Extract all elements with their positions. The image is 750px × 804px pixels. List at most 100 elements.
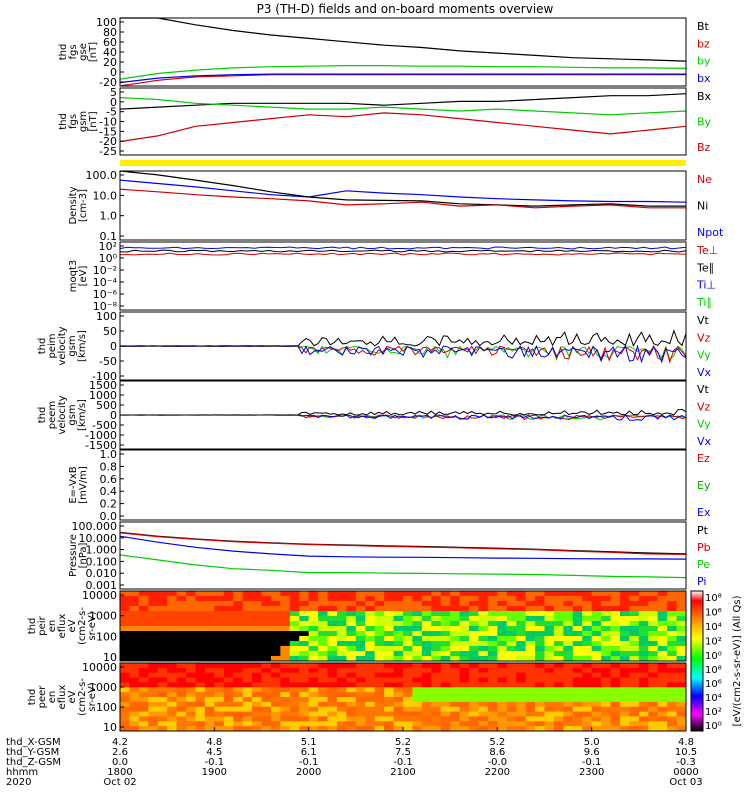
spectrogram-cell — [261, 646, 272, 652]
spectrogram-cell — [233, 611, 244, 617]
spectrogram-cell — [657, 591, 668, 597]
spectrogram-cell — [365, 621, 376, 627]
spectrogram-cell — [657, 626, 668, 632]
spectrogram-cell — [138, 646, 149, 652]
spectrogram-cell — [601, 621, 612, 627]
spectrogram-cell — [223, 677, 234, 683]
spectrogram-cell — [591, 626, 602, 632]
spectrogram-cell — [289, 687, 300, 693]
spectrogram-cell — [214, 682, 225, 688]
spectrogram-cell — [393, 682, 404, 688]
spectrogram-cell — [610, 721, 621, 727]
spectrogram-cell — [516, 641, 527, 647]
velocity-trace — [120, 408, 687, 416]
y-tick-label: 10000 — [82, 589, 117, 602]
spectrogram-cell — [450, 663, 461, 669]
spectrogram-cell — [563, 677, 574, 683]
spectrogram-cell — [535, 711, 545, 717]
series-line-ni — [119, 170, 686, 207]
spectrogram-cell — [497, 636, 508, 642]
spectrogram-cell — [167, 591, 178, 597]
spectrogram-cell — [667, 596, 678, 602]
spectrogram-cell — [393, 616, 404, 622]
spectrogram-cell — [610, 716, 621, 722]
y-tick-label: 5 — [110, 86, 117, 99]
spectrogram-cell — [516, 606, 527, 612]
spectrogram-cell — [629, 663, 640, 669]
spectrogram-cell — [355, 631, 366, 637]
spectrogram-cell — [601, 716, 612, 722]
spectrogram-cell — [129, 606, 140, 612]
spectrogram-cell — [393, 626, 404, 632]
spectrogram-cell — [270, 616, 281, 622]
spectrogram-cell — [619, 636, 630, 642]
y-tick-label: 10 — [103, 721, 117, 734]
spectrogram-cell — [667, 611, 678, 617]
spectrogram-cell — [289, 606, 300, 612]
spectrogram-cell — [440, 601, 451, 607]
spectrogram-cell — [336, 596, 347, 602]
spectrogram-cell — [365, 706, 376, 713]
spectrogram-cell — [346, 631, 357, 637]
legend-ex: Ex — [697, 506, 711, 519]
spectrogram-cell — [355, 706, 366, 713]
spectrogram-cell — [195, 646, 206, 652]
spectrogram-cell — [299, 651, 310, 657]
spectrogram-cell — [186, 626, 196, 632]
spectrogram-cell — [459, 611, 470, 617]
spectrogram-cell — [223, 641, 234, 647]
spectrogram-cell — [336, 726, 347, 732]
spectrogram-cell — [469, 726, 479, 732]
spectrogram-cell — [469, 601, 479, 607]
spectrogram-cell — [648, 716, 659, 722]
y-tick-label: 40 — [103, 46, 117, 59]
y-axis-label: thd peem velocity gsm [km/s] — [37, 395, 88, 434]
spectrogram-cell — [487, 711, 498, 717]
spectrogram-cell — [638, 687, 649, 693]
spectrogram-cell — [214, 646, 225, 652]
spectrogram-cell — [299, 656, 310, 662]
legend-ni: Ni — [697, 200, 708, 213]
spectrogram-cell — [487, 687, 498, 693]
legend-bt: Bt — [697, 20, 710, 33]
spectrogram-cell — [176, 606, 187, 612]
spectrogram-cell — [308, 616, 319, 622]
spectrogram-cell — [138, 721, 149, 727]
spectrogram-cell — [421, 601, 432, 607]
spectrogram-cell — [431, 672, 442, 679]
spectrogram-cell — [384, 682, 395, 688]
spectrogram-cell — [629, 631, 640, 637]
spectrogram-cell — [403, 663, 413, 669]
legend-by: By — [697, 116, 712, 129]
spectrogram-cell — [270, 631, 281, 637]
spectrogram-cell — [535, 706, 545, 713]
spectrogram-cell — [261, 667, 272, 674]
spectrogram-cell — [553, 641, 564, 647]
spectrogram-cell — [186, 663, 196, 669]
x-col-ygsm: 4.5 — [206, 747, 222, 758]
spectrogram-cell — [176, 616, 187, 622]
spectrogram-cell — [261, 677, 272, 683]
spectrogram-cell — [572, 716, 583, 722]
legend-ti∥: Ti∥ — [696, 296, 712, 309]
y-tick-label: 1.0 — [100, 210, 118, 223]
legend-vx: Vx — [697, 366, 712, 379]
spectrogram-cell — [563, 626, 574, 632]
x-col-xgsm: 4.8 — [206, 737, 222, 748]
spectrogram-cell — [308, 663, 319, 669]
spectrogram-cell — [365, 596, 376, 602]
spectrogram-cell — [421, 626, 432, 632]
spectrogram-cell — [629, 701, 640, 708]
spectrogram-cell — [619, 687, 630, 693]
spectrogram-cell — [525, 663, 536, 669]
spectrogram-cell — [676, 677, 687, 683]
y-label-line: en — [47, 620, 58, 633]
spectrogram-cell — [299, 726, 310, 732]
spectrogram-cell — [403, 641, 413, 647]
spectrogram-cell — [403, 646, 413, 652]
legend-ti⊥: Ti⊥ — [696, 279, 716, 292]
legend-bx: Bx — [697, 90, 712, 103]
spectrogram-cell — [299, 621, 310, 627]
y-label-line: peem — [47, 401, 58, 429]
